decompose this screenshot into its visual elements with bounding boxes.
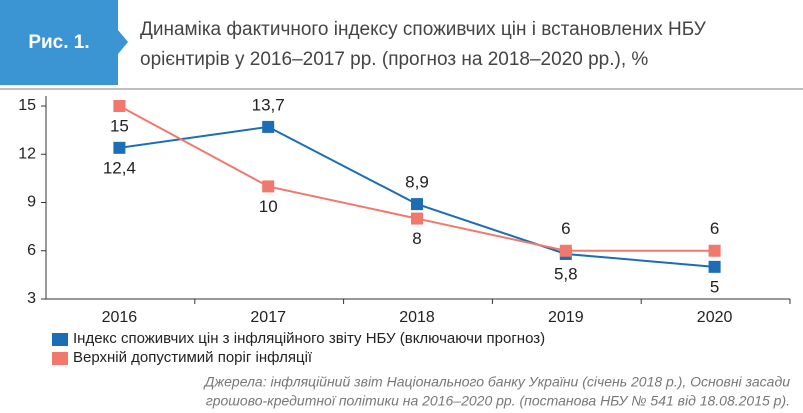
chart-title: орієнтирів у 2016–2017 рр. (прогноз на 2…: [140, 49, 648, 70]
legend-label: Індекс споживчих цін з інфляційного звіт…: [73, 330, 545, 347]
data-label: 12,4: [103, 158, 136, 177]
data-label: 5,8: [554, 264, 578, 283]
legend-swatch: [52, 352, 68, 365]
x-tick-label: 2019: [548, 309, 584, 326]
marker: [559, 244, 572, 257]
marker: [411, 198, 423, 211]
data-label: 13,7: [252, 95, 285, 114]
y-tick-label: 12: [18, 145, 36, 162]
marker: [113, 141, 126, 154]
data-label: 6: [561, 219, 570, 238]
y-tick-label: 9: [27, 194, 36, 211]
chart-title: Динаміка фактичного індексу споживчих ці…: [140, 19, 707, 40]
data-label: 8,9: [405, 173, 429, 192]
y-tick-label: 6: [27, 242, 36, 259]
marker: [262, 120, 275, 133]
data-label: 6: [710, 219, 719, 238]
figure-label: Рис. 1.: [28, 32, 89, 53]
marker: [411, 212, 423, 225]
data-label: 5: [710, 277, 719, 296]
y-tick-label: 15: [18, 97, 36, 114]
source-note: Джерела: інфляційний звіт Національного …: [203, 374, 791, 390]
legend-swatch: [52, 333, 68, 346]
marker: [262, 180, 275, 193]
x-tick-label: 2017: [250, 309, 286, 326]
y-tick-label: 3: [27, 290, 36, 307]
source-note: грошово-кредитної політики на 2016–2020 …: [206, 393, 790, 409]
data-label: 8: [412, 229, 421, 248]
marker: [708, 244, 721, 257]
marker: [113, 100, 126, 112]
marker: [708, 260, 721, 273]
data-label: 15: [110, 116, 129, 135]
x-tick-label: 2016: [102, 309, 138, 326]
legend-label: Верхній допустимий поріг інфляції: [73, 349, 313, 366]
badge: [0, 0, 128, 85]
x-tick-label: 2020: [697, 309, 733, 326]
data-label: 10: [259, 197, 278, 216]
x-tick-label: 2018: [399, 309, 435, 326]
